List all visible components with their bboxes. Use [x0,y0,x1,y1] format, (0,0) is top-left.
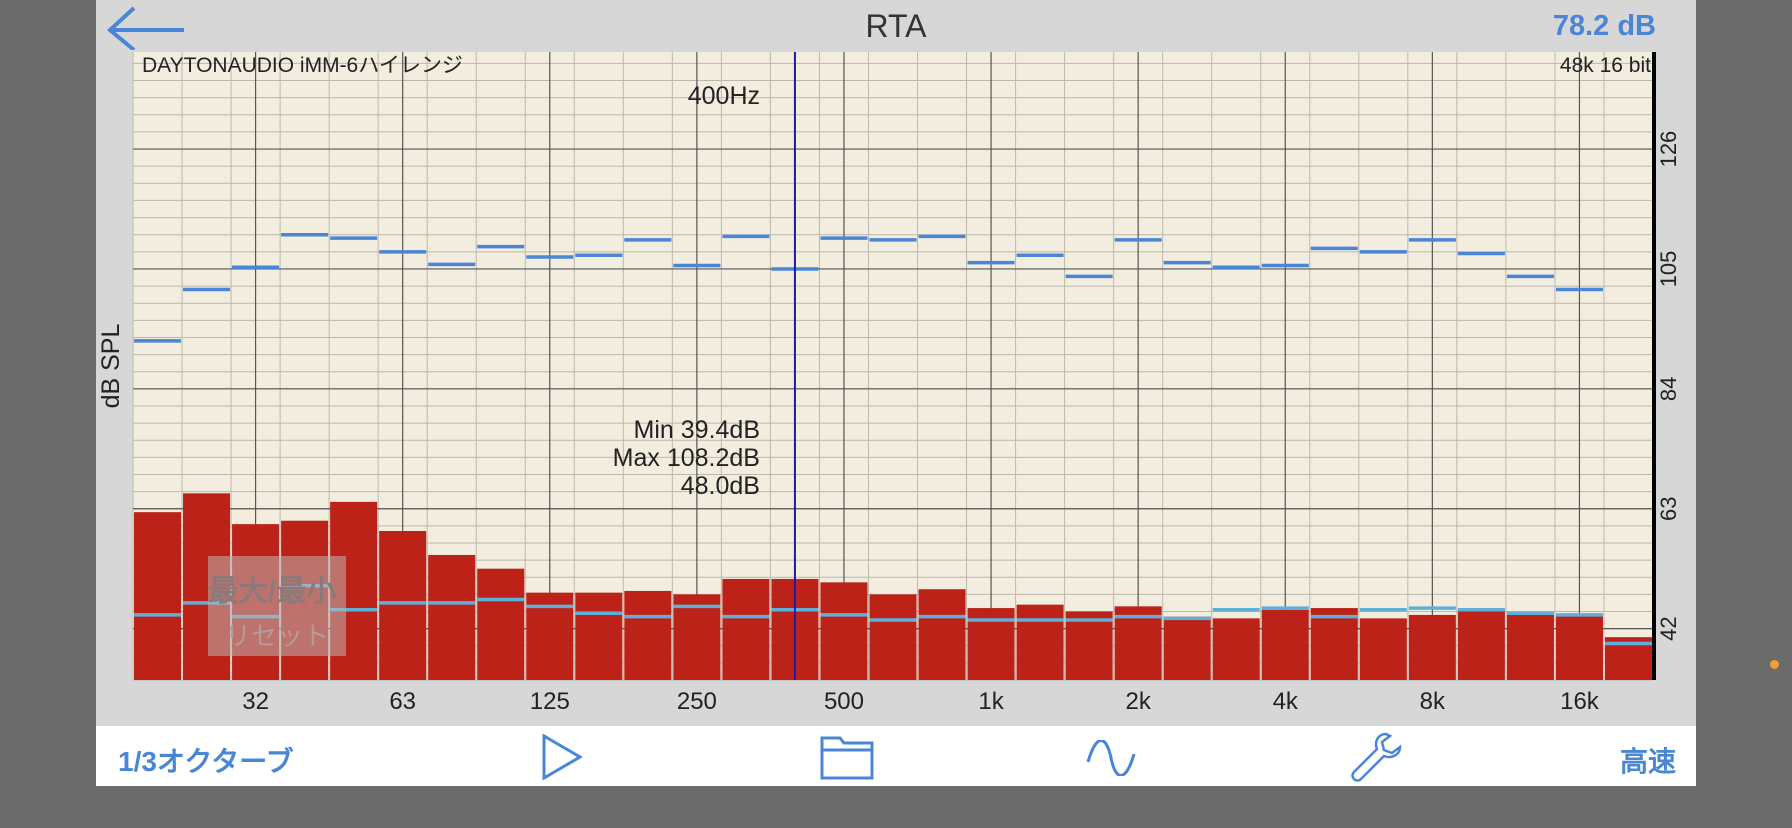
max-markers [134,232,1603,343]
level-bar [1359,618,1407,680]
level-bar [1114,606,1162,680]
level-bar [1016,604,1064,680]
y-tick-label: 84 [1656,377,1681,401]
reset-min-max-button[interactable]: 最大/最小 リセット [208,556,346,656]
y-tick-label: 42 [1656,616,1681,640]
reset-overlay-subtitle: リセット [224,621,329,651]
status-dot [1770,660,1779,669]
x-tick-label: 1k [978,688,1004,715]
back-arrow-icon[interactable] [102,4,186,50]
cursor-max-label: Max 108.2dB [613,444,760,472]
x-tick-label: 32 [242,688,269,715]
device-label: DAYTONAUDIO iMM-6ハイレンジ [142,54,463,77]
cursor-value-label: 48.0dB [681,472,760,500]
reset-overlay-title: 最大/最小 [208,575,337,608]
level-bar [1163,616,1211,680]
level-bar [722,578,770,680]
y-tick-label: 105 [1656,251,1681,288]
x-tick-label: 250 [677,688,717,715]
level-bar [918,589,966,680]
level-bar [428,554,476,680]
rta-app: RTA 78.2 dB 126 105 84 63 42 32 63 125 250 500 1k… [96,0,1696,786]
level-bar [1457,609,1505,680]
sine-wave-icon[interactable] [1086,740,1136,776]
folder-icon[interactable] [820,734,874,780]
x-tick-label: 8k [1420,688,1446,715]
speed-button[interactable]: 高速 [1619,746,1676,777]
page-title: RTA [865,8,927,44]
level-readout: 78.2 dB [1552,10,1656,42]
wrench-icon[interactable] [1350,730,1404,784]
level-bar [134,512,182,680]
cursor-min-label: Min 39.4dB [634,416,760,444]
level-bar [575,592,623,680]
level-bar [820,582,868,680]
x-tick-label: 63 [389,688,416,715]
bottom-toolbar: 1/3オクターブ 高速 [96,726,1696,786]
level-bar [673,594,721,680]
x-tick-label: 2k [1125,688,1151,715]
cursor-frequency-label: 400Hz [688,82,760,110]
level-bar [1408,614,1456,680]
level-bar [1261,609,1309,680]
y-axis-label: dB SPL [97,324,125,409]
x-tick-label: 4k [1273,688,1299,715]
level-bar [1212,618,1260,680]
level-bar [624,590,672,680]
level-bar [1506,613,1554,680]
level-bar [869,594,917,680]
level-bar [379,530,427,680]
level-bar [1065,611,1113,680]
x-tick-label: 500 [824,688,864,715]
x-tick-label: 125 [530,688,570,715]
level-bar [1555,614,1603,680]
y-tick-labels: 126 105 84 63 42 [1656,131,1681,641]
level-bar [477,568,525,680]
format-label: 48k 16 bit [1560,54,1651,77]
y-tick-label: 63 [1656,496,1681,520]
rta-chart[interactable]: 126 105 84 63 42 32 63 125 250 500 1k 2k 4k 8k 16k DA… [96,0,1696,726]
x-tick-label: 16k [1560,688,1600,715]
header: RTA 78.2 dB [96,0,1696,52]
octave-mode-button[interactable]: 1/3オクターブ [118,746,294,777]
play-icon[interactable] [542,734,582,780]
y-tick-label: 126 [1656,131,1681,168]
level-bar [1310,608,1358,680]
x-tick-labels: 32 63 125 250 500 1k 2k 4k 8k 16k [242,688,1600,715]
